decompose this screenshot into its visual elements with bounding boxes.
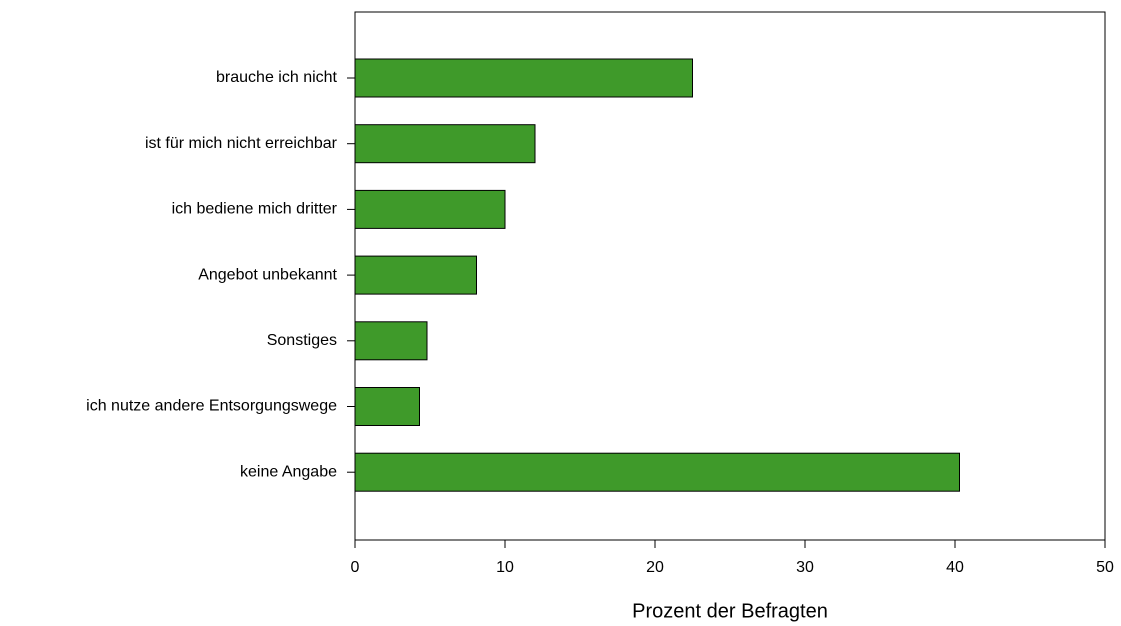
y-tick-label: ich bediene mich dritter [172,201,338,218]
y-tick-label: keine Angabe [240,463,337,480]
x-tick-label: 10 [496,559,514,576]
bar [354,58,693,98]
x-tick-label: 40 [946,559,964,576]
bar [354,387,420,426]
bar [354,189,506,229]
bar [354,124,536,164]
x-tick-label: 0 [351,559,360,576]
bar [354,321,428,361]
bar [354,255,477,295]
x-tick-label: 30 [796,559,814,576]
y-tick-label: ist für mich nicht erreichbar [145,135,338,152]
x-tick-label: 20 [646,559,664,576]
bar [354,452,960,492]
y-tick-label: Sonstiges [267,332,337,349]
y-tick-label: ich nutze andere Entsorgungswege [86,398,337,415]
y-tick-label: brauche ich nicht [216,69,338,86]
y-tick-label: Angebot unbekannt [198,266,337,283]
x-tick-label: 50 [1096,559,1114,576]
x-axis-label: Prozent der Befragten [632,600,828,622]
